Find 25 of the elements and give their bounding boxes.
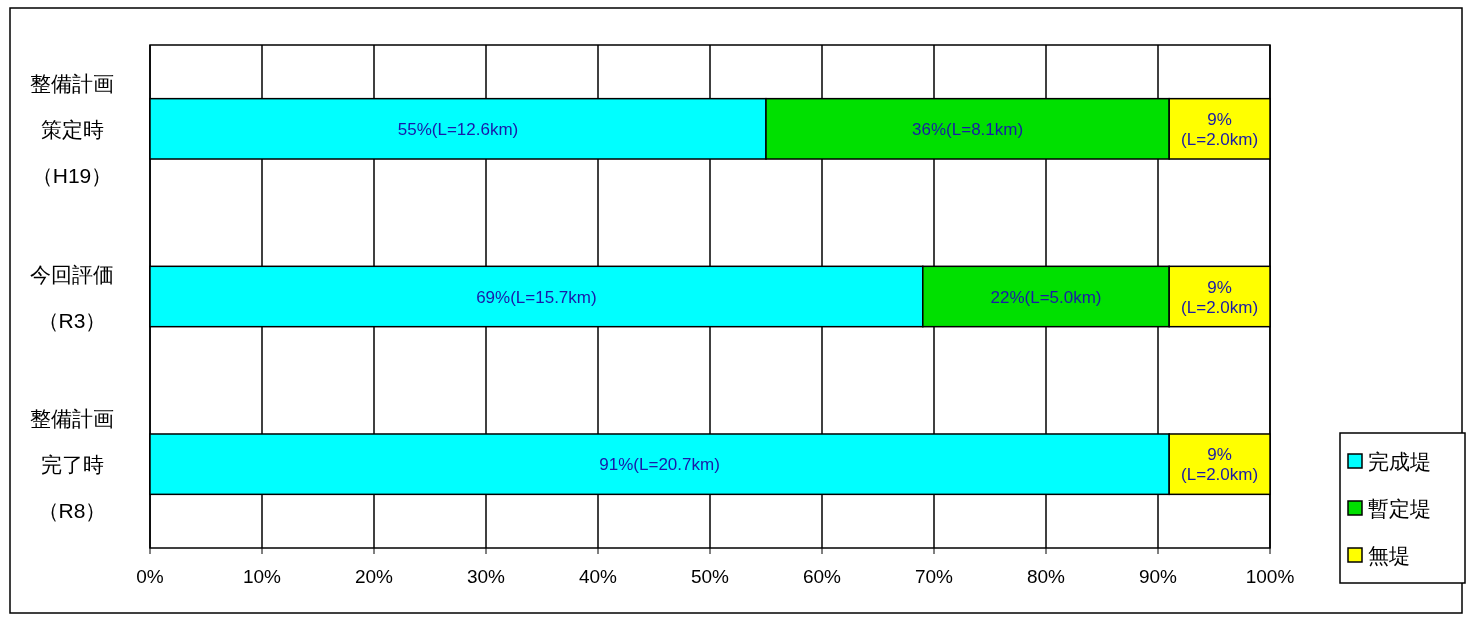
x-tick-label: 80%	[1026, 565, 1066, 587]
x-tick-label: 60%	[802, 565, 842, 587]
data-label: 36%(L=8.1km)	[912, 119, 1024, 139]
data-label: 55%(L=12.6km)	[397, 119, 519, 139]
x-tick-label: 70%	[914, 565, 954, 587]
data-label: 9% (L=2.0km)	[1181, 109, 1259, 149]
legend-label: 完成堤	[1368, 449, 1431, 473]
data-label: 22%(L=5.0km)	[990, 287, 1102, 306]
data-label: 69%(L=15.7km)	[476, 287, 597, 306]
legend-label: 暫定堤	[1368, 496, 1431, 520]
x-tick-label: 90%	[1138, 565, 1178, 587]
x-tick-label: 0%	[136, 565, 164, 587]
legend-label: 無堤	[1368, 543, 1410, 567]
y-tick-label: 今回評価（R3）	[30, 262, 114, 331]
x-tick-label: 40%	[578, 565, 618, 587]
x-tick-label: 50%	[690, 565, 730, 587]
x-tick-label: 30%	[466, 565, 506, 587]
data-label: 9% (L=2.0km)	[1181, 277, 1259, 316]
y-tick-label: 整備計画完了時（R8）	[30, 406, 114, 522]
x-tick-label: 10%	[242, 565, 282, 587]
x-tick-label: 20%	[354, 565, 394, 587]
data-label: 9% (L=2.0km)	[1181, 444, 1259, 484]
data-label: 91%(L=20.7km)	[599, 454, 720, 474]
x-tick-label: 100%	[1245, 565, 1295, 587]
y-tick-label: 整備計画策定時（H19）	[30, 71, 114, 187]
